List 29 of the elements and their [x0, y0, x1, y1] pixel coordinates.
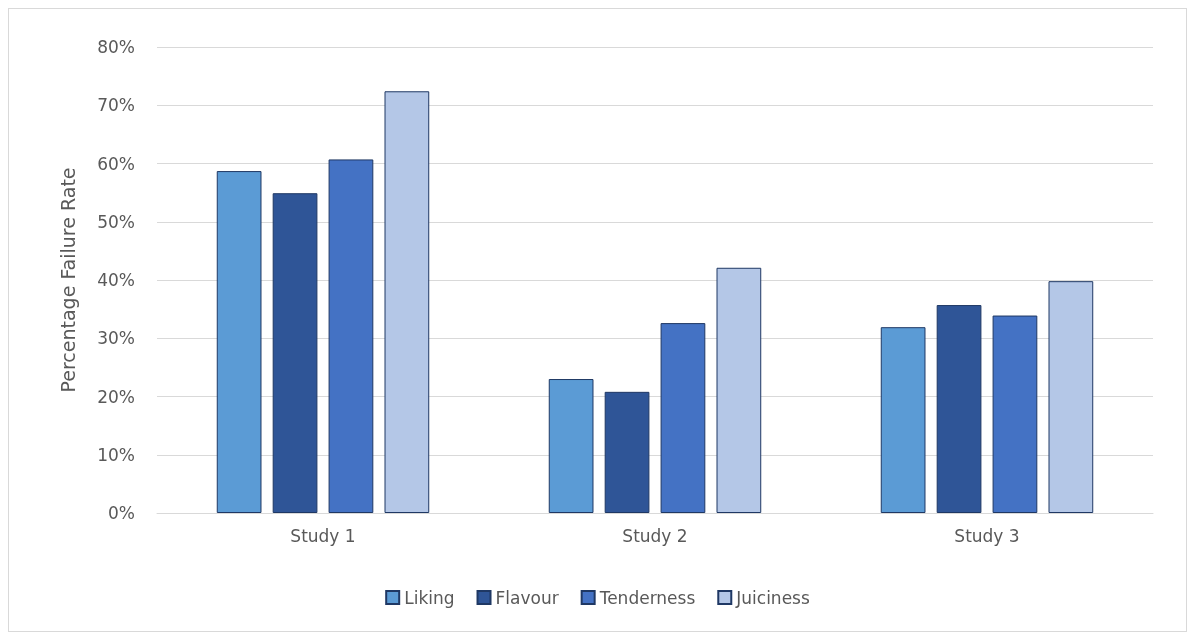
- bar: [1048, 281, 1094, 513]
- legend-label: Juiciness: [735, 587, 810, 608]
- bar: [328, 159, 374, 513]
- bar: [384, 91, 430, 513]
- y-tick-label: 60%: [97, 153, 135, 174]
- x-tick-label: Study 2: [622, 525, 688, 546]
- bar: [216, 171, 262, 513]
- legend-label: Flavour: [495, 587, 559, 608]
- bar: [548, 379, 594, 513]
- y-tick-label: 0%: [108, 503, 135, 523]
- y-tick-label: 50%: [97, 211, 135, 232]
- bar: [992, 315, 1038, 513]
- y-tick-label: 40%: [97, 270, 135, 290]
- y-tick-label: 20%: [97, 386, 135, 407]
- bar: [604, 391, 650, 513]
- bar: [936, 305, 982, 513]
- legend-label: Liking: [404, 587, 455, 608]
- y-tick-label: 80%: [97, 37, 135, 57]
- y-tick-label: 70%: [97, 95, 135, 116]
- bar: [880, 327, 926, 513]
- x-tick-label: Study 3: [954, 525, 1020, 546]
- legend-label: Tenderness: [598, 587, 696, 608]
- bar: [272, 193, 318, 513]
- bar: [716, 267, 762, 513]
- y-tick-label: 10%: [97, 444, 135, 465]
- bar: [660, 323, 706, 513]
- y-axis-title: Percentage Failure Rate: [56, 167, 79, 393]
- x-tick-label: Study 1: [290, 525, 356, 546]
- y-tick-label: 30%: [97, 328, 135, 349]
